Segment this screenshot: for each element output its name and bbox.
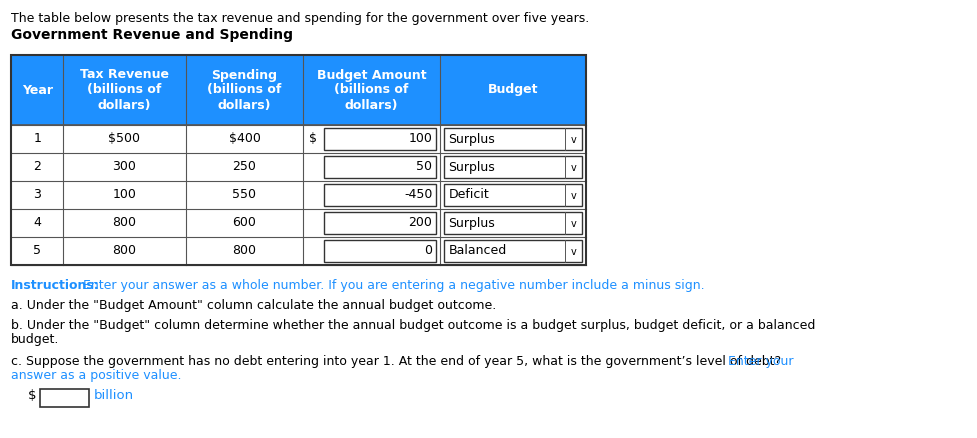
Text: 4: 4 xyxy=(33,216,41,230)
Text: Surplus: Surplus xyxy=(448,133,495,145)
Text: 200: 200 xyxy=(408,216,433,230)
Text: The table below presents the tax revenue and spending for the government over fi: The table below presents the tax revenue… xyxy=(12,12,589,25)
Text: Year: Year xyxy=(21,84,53,96)
Text: budget.: budget. xyxy=(12,333,60,346)
Text: v: v xyxy=(571,191,576,201)
Text: b. Under the "Budget" column determine whether the annual budget outcome is a bu: b. Under the "Budget" column determine w… xyxy=(12,319,816,332)
Text: billion: billion xyxy=(94,389,135,402)
Text: 5: 5 xyxy=(33,244,41,258)
Bar xyxy=(324,212,436,234)
Text: 250: 250 xyxy=(233,160,256,173)
Bar xyxy=(12,209,586,237)
Bar xyxy=(12,55,586,265)
Bar xyxy=(444,212,582,234)
Bar xyxy=(444,184,582,206)
Text: 300: 300 xyxy=(112,160,137,173)
Text: 600: 600 xyxy=(233,216,256,230)
Text: a. Under the "Budget Amount" column calculate the annual budget outcome.: a. Under the "Budget Amount" column calc… xyxy=(12,299,496,312)
Text: Instructions:: Instructions: xyxy=(12,279,100,292)
Text: 1: 1 xyxy=(33,133,41,145)
Text: 100: 100 xyxy=(408,133,433,145)
Bar xyxy=(12,237,586,265)
Text: $400: $400 xyxy=(229,133,261,145)
Text: -450: -450 xyxy=(404,188,433,201)
Text: Spending
(billions of
dollars): Spending (billions of dollars) xyxy=(207,68,281,112)
Bar xyxy=(444,156,582,178)
Bar xyxy=(12,181,586,209)
Text: 3: 3 xyxy=(33,188,41,201)
Bar xyxy=(444,240,582,262)
Text: Surplus: Surplus xyxy=(448,160,495,173)
Bar xyxy=(12,153,586,181)
Text: 2: 2 xyxy=(33,160,41,173)
Text: v: v xyxy=(571,163,576,173)
Text: v: v xyxy=(571,247,576,257)
Text: Budget Amount
(billions of
dollars): Budget Amount (billions of dollars) xyxy=(317,68,427,112)
Text: v: v xyxy=(571,135,576,145)
Text: Surplus: Surplus xyxy=(448,216,495,230)
Text: Tax Revenue
(billions of
dollars): Tax Revenue (billions of dollars) xyxy=(80,68,169,112)
Bar xyxy=(324,156,436,178)
Text: Government Revenue and Spending: Government Revenue and Spending xyxy=(12,28,293,42)
Text: $: $ xyxy=(309,133,317,145)
Bar xyxy=(12,125,586,153)
Bar xyxy=(324,184,436,206)
Text: Balanced: Balanced xyxy=(448,244,507,258)
Bar xyxy=(12,55,586,125)
Text: 800: 800 xyxy=(112,244,137,258)
Text: answer as a positive value.: answer as a positive value. xyxy=(12,369,182,382)
Text: c. Suppose the government has no debt entering into year 1. At the end of year 5: c. Suppose the government has no debt en… xyxy=(12,355,782,368)
Text: Deficit: Deficit xyxy=(448,188,489,201)
Text: Enter your: Enter your xyxy=(724,355,793,368)
Bar xyxy=(324,240,436,262)
Text: 550: 550 xyxy=(233,188,257,201)
Text: 800: 800 xyxy=(112,216,137,230)
Bar xyxy=(444,128,582,150)
Text: Enter your answer as a whole number. If you are entering a negative number inclu: Enter your answer as a whole number. If … xyxy=(79,279,704,292)
Bar xyxy=(324,128,436,150)
Text: 800: 800 xyxy=(233,244,257,258)
Text: 100: 100 xyxy=(112,188,137,201)
Text: 0: 0 xyxy=(424,244,433,258)
Text: 50: 50 xyxy=(416,160,433,173)
Text: $500: $500 xyxy=(108,133,141,145)
Text: $: $ xyxy=(28,389,37,402)
Text: Budget: Budget xyxy=(488,84,538,96)
Text: v: v xyxy=(571,219,576,229)
Bar xyxy=(40,389,89,407)
